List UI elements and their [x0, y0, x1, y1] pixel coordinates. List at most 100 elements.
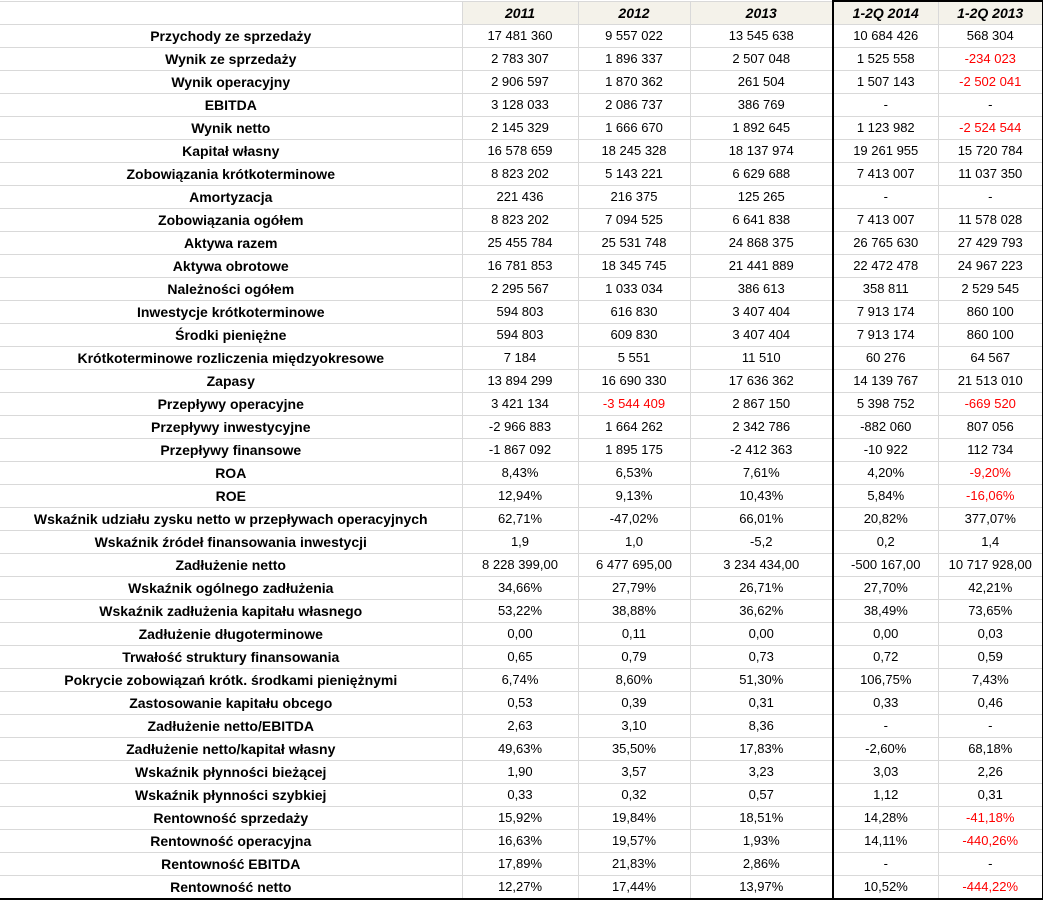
value-cell[interactable]: 2 783 307 — [461, 47, 579, 71]
value-cell[interactable]: 15 720 784 — [937, 139, 1043, 163]
value-cell[interactable]: 1 525 558 — [832, 47, 939, 71]
value-cell[interactable]: 11 510 — [689, 346, 834, 370]
value-cell[interactable]: 5 551 — [577, 346, 691, 370]
value-cell[interactable]: 2 507 048 — [689, 47, 834, 71]
value-cell[interactable]: 9 557 022 — [577, 24, 691, 48]
value-cell[interactable]: - — [937, 93, 1043, 117]
value-cell[interactable]: 1,93% — [689, 829, 834, 853]
value-cell[interactable]: - — [937, 185, 1043, 209]
value-cell[interactable]: 64 567 — [937, 346, 1043, 370]
row-label[interactable]: Amortyzacja — [0, 185, 463, 209]
value-cell[interactable]: 19,84% — [577, 806, 691, 830]
value-cell[interactable]: 34,66% — [461, 576, 579, 600]
value-cell[interactable]: 22 472 478 — [832, 254, 939, 278]
row-label[interactable]: Wskaźnik płynności szybkiej — [0, 783, 463, 807]
value-cell[interactable]: 0,00 — [832, 622, 939, 646]
row-label[interactable]: Należności ogółem — [0, 277, 463, 301]
value-cell[interactable]: 0,11 — [577, 622, 691, 646]
value-cell[interactable]: 106,75% — [832, 668, 939, 692]
row-label[interactable]: Trwałość struktury finansowania — [0, 645, 463, 669]
value-cell[interactable]: 5,84% — [832, 484, 939, 508]
value-cell[interactable]: 27 429 793 — [937, 231, 1043, 255]
value-cell[interactable]: 24 868 375 — [689, 231, 834, 255]
value-cell[interactable]: -882 060 — [832, 415, 939, 439]
value-cell[interactable]: -9,20% — [937, 461, 1043, 485]
value-cell[interactable]: -47,02% — [577, 507, 691, 531]
value-cell[interactable]: 53,22% — [461, 599, 579, 623]
row-label[interactable]: Wskaźnik zadłużenia kapitału własnego — [0, 599, 463, 623]
value-cell[interactable]: 6,53% — [577, 461, 691, 485]
row-label[interactable]: Rentowność netto — [0, 875, 463, 900]
row-label[interactable]: Przepływy inwestycyjne — [0, 415, 463, 439]
value-cell[interactable]: 7,43% — [937, 668, 1043, 692]
value-cell[interactable]: 17 481 360 — [461, 24, 579, 48]
value-cell[interactable]: 14 139 767 — [832, 369, 939, 393]
value-cell[interactable]: 11 578 028 — [937, 208, 1043, 232]
value-cell[interactable]: 20,82% — [832, 507, 939, 531]
value-cell[interactable]: 38,49% — [832, 599, 939, 623]
row-label[interactable]: Zadłużenie długoterminowe — [0, 622, 463, 646]
value-cell[interactable]: 17,44% — [577, 875, 691, 900]
value-cell[interactable]: 19 261 955 — [832, 139, 939, 163]
value-cell[interactable]: -2 966 883 — [461, 415, 579, 439]
value-cell[interactable]: 2 145 329 — [461, 116, 579, 140]
value-cell[interactable]: - — [832, 714, 939, 738]
value-cell[interactable]: - — [832, 185, 939, 209]
value-cell[interactable]: 1,12 — [832, 783, 939, 807]
value-cell[interactable]: 36,62% — [689, 599, 834, 623]
value-cell[interactable]: 24 967 223 — [937, 254, 1043, 278]
value-cell[interactable]: 2 086 737 — [577, 93, 691, 117]
value-cell[interactable]: 3,57 — [577, 760, 691, 784]
value-cell[interactable]: 0,72 — [832, 645, 939, 669]
value-cell[interactable]: -41,18% — [937, 806, 1043, 830]
value-cell[interactable]: 0,33 — [461, 783, 579, 807]
row-label[interactable]: Wynik ze sprzedaży — [0, 47, 463, 71]
value-cell[interactable]: 60 276 — [832, 346, 939, 370]
column-header-empty[interactable] — [0, 0, 463, 25]
value-cell[interactable]: 14,28% — [832, 806, 939, 830]
value-cell[interactable]: -2 524 544 — [937, 116, 1043, 140]
value-cell[interactable]: 16 690 330 — [577, 369, 691, 393]
value-cell[interactable]: 1,9 — [461, 530, 579, 554]
value-cell[interactable]: 377,07% — [937, 507, 1043, 531]
value-cell[interactable]: 358 811 — [832, 277, 939, 301]
value-cell[interactable]: 27,79% — [577, 576, 691, 600]
value-cell[interactable]: 2,86% — [689, 852, 834, 876]
value-cell[interactable]: 261 504 — [689, 70, 834, 94]
value-cell[interactable]: 10,52% — [832, 875, 939, 900]
value-cell[interactable]: 18 345 745 — [577, 254, 691, 278]
row-label[interactable]: Zobowiązania ogółem — [0, 208, 463, 232]
row-label[interactable]: EBITDA — [0, 93, 463, 117]
value-cell[interactable]: 2 529 545 — [937, 277, 1043, 301]
value-cell[interactable]: 594 803 — [461, 323, 579, 347]
value-cell[interactable]: 13 545 638 — [689, 24, 834, 48]
value-cell[interactable]: 1,90 — [461, 760, 579, 784]
value-cell[interactable]: 0,33 — [832, 691, 939, 715]
value-cell[interactable]: 2 906 597 — [461, 70, 579, 94]
value-cell[interactable]: 594 803 — [461, 300, 579, 324]
value-cell[interactable]: 386 769 — [689, 93, 834, 117]
value-cell[interactable]: -669 520 — [937, 392, 1043, 416]
row-label[interactable]: Zadłużenie netto — [0, 553, 463, 577]
value-cell[interactable]: 860 100 — [937, 300, 1043, 324]
value-cell[interactable]: 568 304 — [937, 24, 1043, 48]
value-cell[interactable]: 9,13% — [577, 484, 691, 508]
value-cell[interactable]: 6 477 695,00 — [577, 553, 691, 577]
value-cell[interactable]: 17,89% — [461, 852, 579, 876]
row-label[interactable]: Aktywa razem — [0, 231, 463, 255]
row-label[interactable]: Rentowność EBITDA — [0, 852, 463, 876]
value-cell[interactable]: -444,22% — [937, 875, 1043, 900]
value-cell[interactable]: 807 056 — [937, 415, 1043, 439]
value-cell[interactable]: -440,26% — [937, 829, 1043, 853]
value-cell[interactable]: 14,11% — [832, 829, 939, 853]
row-label[interactable]: Przychody ze sprzedaży — [0, 24, 463, 48]
value-cell[interactable]: 26 765 630 — [832, 231, 939, 255]
row-label[interactable]: Zapasy — [0, 369, 463, 393]
row-label[interactable]: Środki pieniężne — [0, 323, 463, 347]
value-cell[interactable]: 3,10 — [577, 714, 691, 738]
column-header-2013[interactable]: 2013 — [689, 0, 834, 25]
column-header-2012[interactable]: 2012 — [577, 0, 691, 25]
value-cell[interactable]: - — [937, 714, 1043, 738]
value-cell[interactable]: 2,26 — [937, 760, 1043, 784]
value-cell[interactable]: 0,53 — [461, 691, 579, 715]
